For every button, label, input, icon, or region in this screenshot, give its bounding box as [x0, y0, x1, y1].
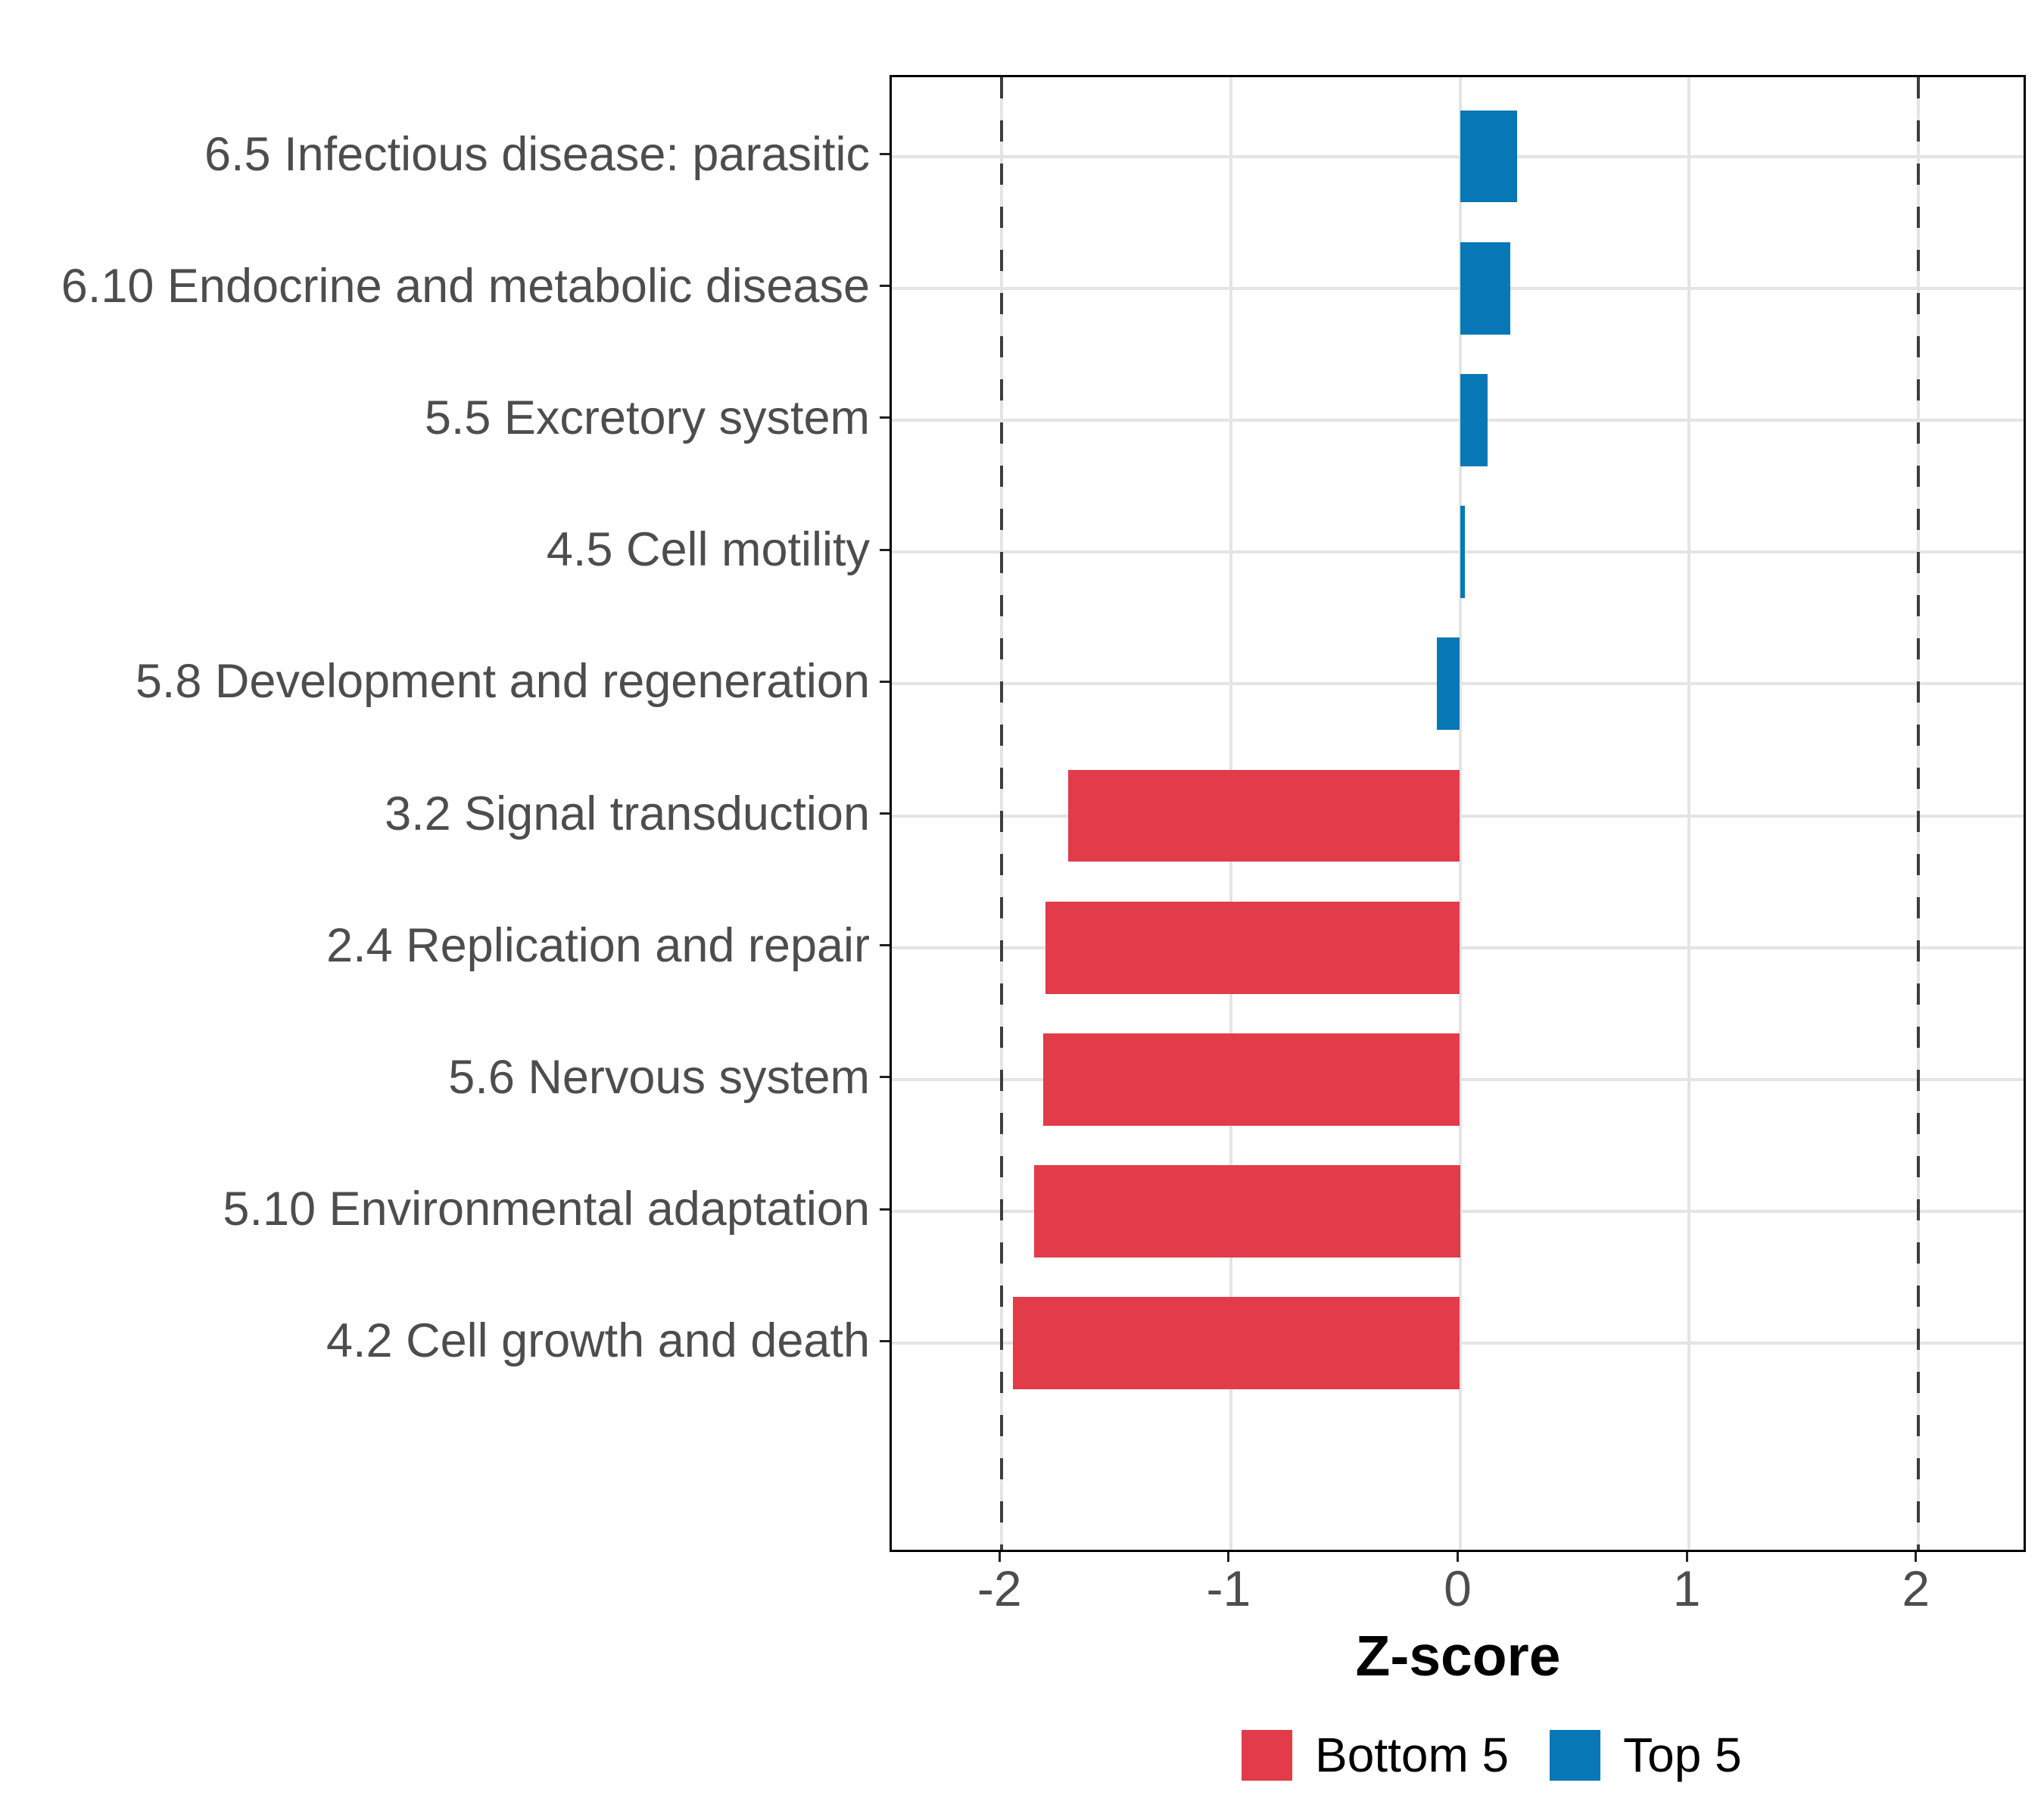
y-tick-mark: [880, 1076, 890, 1079]
y-category-label: 5.6 Nervous system: [448, 1050, 870, 1104]
x-tick-mark: [1685, 1552, 1688, 1562]
dashed-reference-line: [1000, 77, 1004, 1550]
y-tick-mark: [880, 548, 890, 551]
x-tick-label: 2: [1902, 1560, 1930, 1616]
bar-negative: [1033, 1165, 1460, 1258]
y-tick-mark: [880, 1339, 890, 1342]
legend-label-bottom5: Bottom 5: [1315, 1728, 1510, 1782]
x-tick-label: 1: [1672, 1560, 1701, 1616]
y-category-label: 5.5 Excretory system: [424, 391, 870, 444]
y-gridline: [892, 550, 2024, 554]
x-tick-mark: [1915, 1552, 1918, 1562]
bar-positive: [1460, 110, 1518, 203]
bar-negative: [1042, 1033, 1460, 1126]
y-tick-mark: [880, 680, 890, 683]
bar-negative: [1045, 901, 1460, 994]
y-category-label: 6.10 Endocrine and metabolic disease: [61, 259, 870, 313]
x-axis-title: Z-score: [1355, 1624, 1561, 1688]
y-category-label: 5.10 Environmental adaptation: [223, 1183, 870, 1236]
y-category-label: 6.5 Infectious disease: parasitic: [204, 127, 870, 181]
bar-positive: [1460, 506, 1465, 599]
y-gridline: [892, 418, 2024, 422]
x-tick-mark: [998, 1552, 1001, 1562]
x-tick-label: 0: [1444, 1560, 1472, 1616]
y-category-label: 3.2 Signal transduction: [385, 787, 870, 840]
y-category-label: 4.5 Cell motility: [546, 523, 870, 577]
x-gridline: [1458, 77, 1462, 1550]
legend-label-top5: Top 5: [1623, 1728, 1742, 1782]
plot-panel: [890, 75, 2026, 1552]
y-category-label: 2.4 Replication and repair: [326, 918, 870, 972]
legend-item-bottom5: Bottom 5: [1242, 1728, 1509, 1781]
x-tick-mark: [1227, 1552, 1230, 1562]
y-tick-mark: [880, 285, 890, 288]
y-tick-mark: [880, 812, 890, 815]
bar-positive: [1460, 242, 1511, 335]
legend-swatch-bottom5: [1242, 1729, 1292, 1781]
y-gridline: [892, 154, 2024, 158]
bar-negative: [1068, 769, 1460, 862]
y-tick-mark: [880, 416, 890, 419]
legend-item-top5: Top 5: [1550, 1728, 1742, 1781]
y-tick-mark: [880, 153, 890, 156]
bar-negative: [1437, 637, 1460, 731]
dashed-reference-line: [1916, 77, 1920, 1550]
y-gridline: [892, 286, 2024, 290]
x-tick-label: -1: [1206, 1560, 1251, 1616]
y-tick-mark: [880, 944, 890, 947]
y-category-label: 4.2 Cell growth and death: [326, 1314, 870, 1368]
x-gridline: [1687, 77, 1691, 1550]
x-tick-label: -2: [977, 1560, 1022, 1616]
bar-positive: [1460, 373, 1488, 466]
y-category-label: 5.8 Development and regeneration: [135, 655, 870, 709]
x-tick-mark: [1457, 1552, 1459, 1562]
bar-negative: [1013, 1297, 1460, 1390]
legend-swatch-top5: [1550, 1729, 1601, 1781]
legend: Bottom 5 Top 5: [1242, 1728, 1742, 1781]
y-tick-mark: [880, 1208, 890, 1211]
